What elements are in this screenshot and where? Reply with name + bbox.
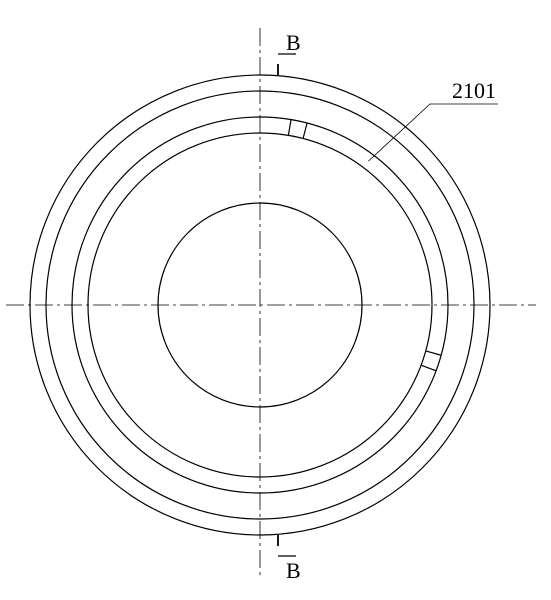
section-label-bottom: B [286,558,301,583]
section-label-top: B [286,30,301,55]
label-2101: 2101 [452,78,496,103]
